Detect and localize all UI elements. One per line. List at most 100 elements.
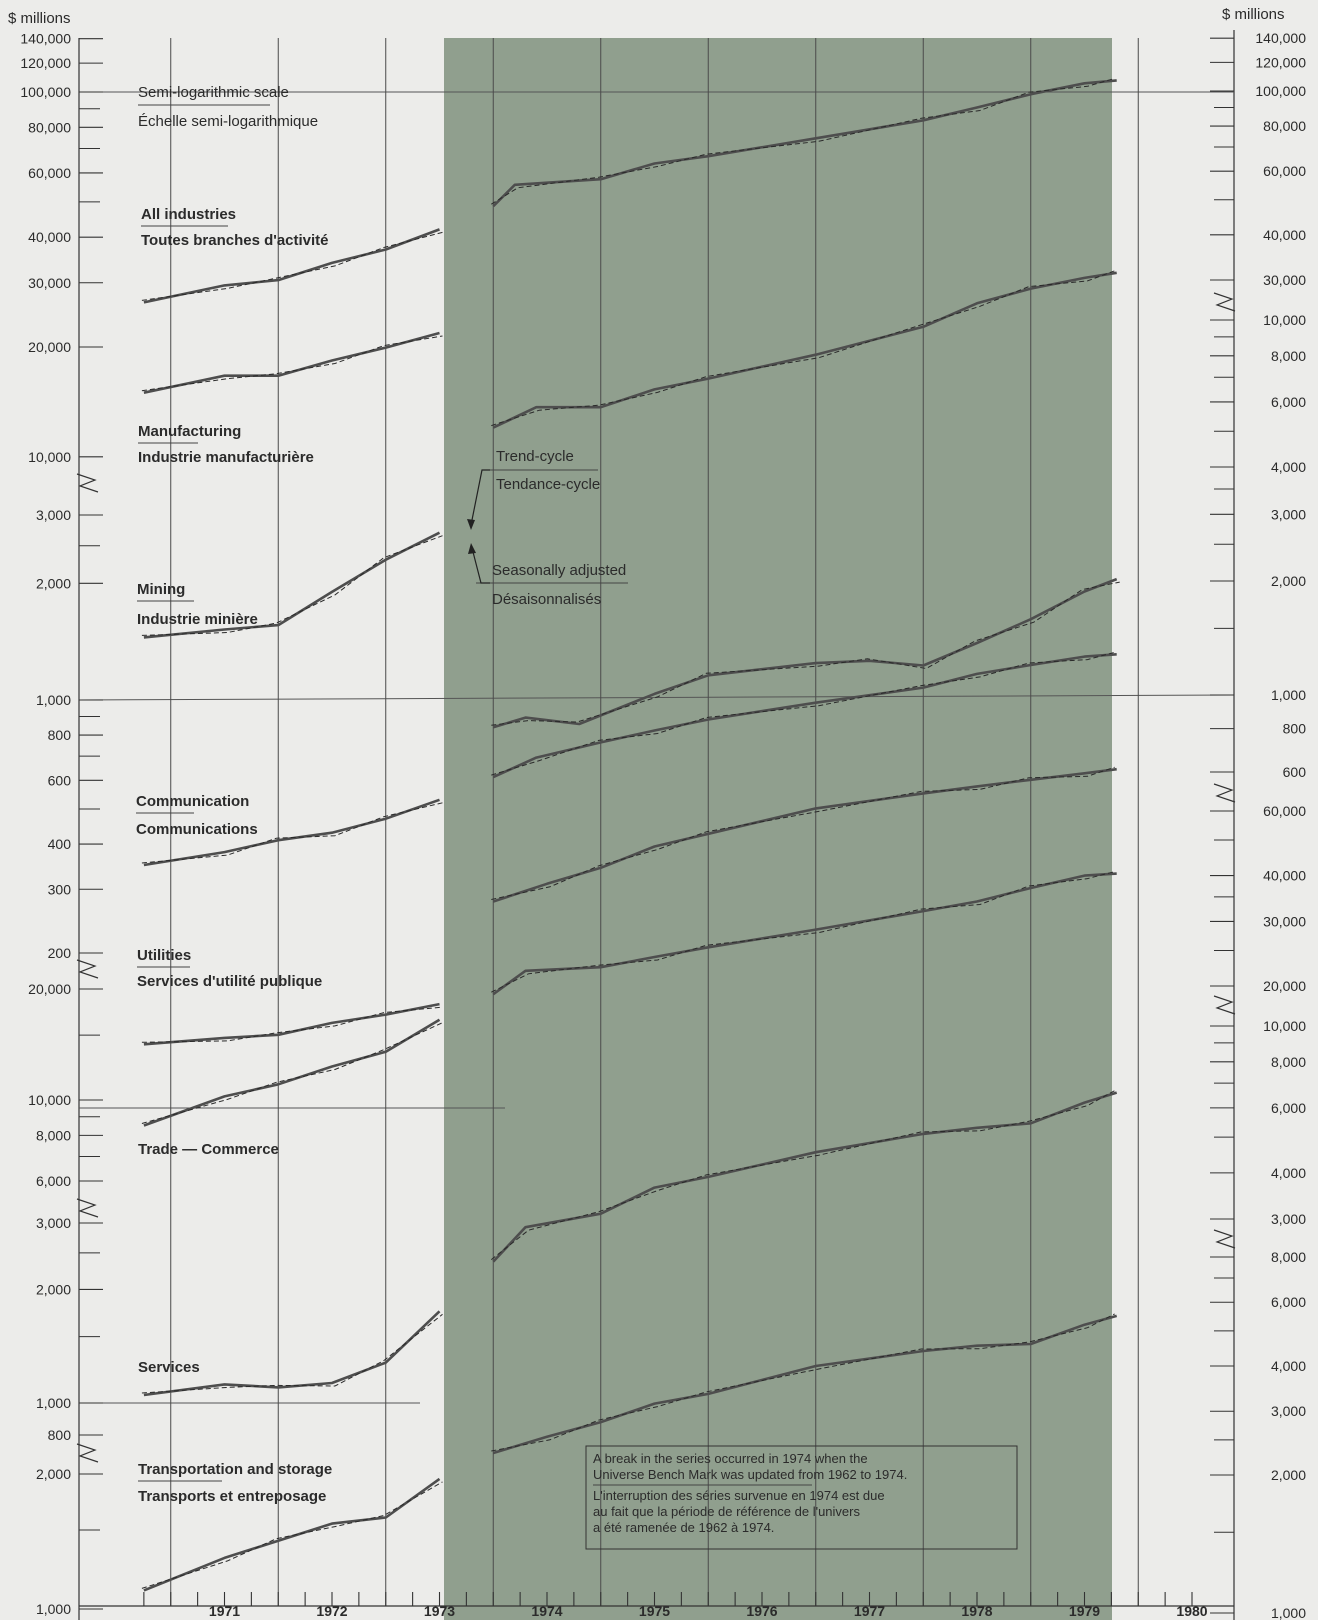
x-tick-label: 1978: [961, 1603, 992, 1619]
label-trade: Trade — Commerce: [138, 1141, 279, 1158]
seasonally-adjusted-line: [141, 802, 443, 864]
scale-note-en: Semi-logarithmic scale: [138, 84, 289, 101]
break-note-box: [585, 1445, 1018, 1550]
y-tick-label-right: 8,000: [1271, 348, 1306, 364]
y-tick-label-right: 40,000: [1263, 227, 1306, 243]
x-tick-label: 1974: [531, 1603, 562, 1619]
y-tick-label-left: 6,000: [36, 1173, 71, 1189]
y-tick-label-right: 10,000: [1263, 312, 1306, 328]
y-tick-label-right: 10,000: [1263, 1018, 1306, 1034]
x-tick-label: 1979: [1069, 1603, 1100, 1619]
y-tick-label-right: 6,000: [1271, 1100, 1306, 1116]
axis-break-mark: [1213, 783, 1236, 803]
scale-note-fr: Échelle semi-logarithmique: [138, 113, 318, 130]
series-2: [141, 531, 1120, 729]
series-name-fr: Industrie minière: [137, 611, 258, 628]
x-tick-label: 1976: [746, 1603, 777, 1619]
y-tick-label-left: 2,000: [36, 1466, 71, 1482]
seasonally-adjusted-line: [141, 535, 443, 636]
series-name-en: Communication: [136, 793, 249, 810]
y-tick-label-right: 6,000: [1271, 1294, 1306, 1310]
y-tick-label-left: 100,000: [20, 84, 71, 100]
series-0: [141, 77, 1117, 304]
left-unit-label: $ millions: [8, 10, 71, 27]
series-name-en: Mining: [137, 581, 185, 598]
y-tick-label-left: 40,000: [28, 229, 71, 245]
trend-cycle-line: [143, 1002, 440, 1046]
trend-cycle-line: [492, 577, 1118, 729]
seasonally-adjusted-line: [491, 766, 1115, 900]
y-tick-label-left: 400: [48, 836, 72, 852]
axis-break-mark: [1213, 292, 1236, 312]
x-tick-label: 1972: [316, 1603, 347, 1619]
y-tick-label-right: 8,000: [1271, 1249, 1306, 1265]
y-tick-label-right: 30,000: [1263, 913, 1306, 929]
trend-cycle-line: [143, 331, 440, 394]
trend-cycle-line: [143, 228, 440, 304]
y-tick-label-right: 1,000: [1271, 687, 1306, 703]
seasonally-adjusted-line: [141, 1313, 443, 1394]
axis-break-mark: [1213, 995, 1236, 1015]
series-name-fr: Communications: [136, 821, 258, 838]
y-tick-label-right: 60,000: [1263, 803, 1306, 819]
series-7: [141, 1313, 1118, 1592]
seasonally-adjusted-line: [491, 1313, 1115, 1452]
y-tick-label-left: 2,000: [36, 575, 71, 591]
x-tick-label: 1980: [1176, 1603, 1207, 1619]
legend-trend-pointer: [470, 469, 490, 526]
y-tick-label-right: 2,000: [1271, 1467, 1306, 1483]
y-tick-label-right: 2,000: [1271, 573, 1306, 589]
seasonally-adjusted-line: [141, 335, 443, 392]
label-communication: Communication Communications: [136, 793, 258, 838]
label-utilities: Utilities Services d'utilité publique: [137, 947, 322, 990]
legend-seasonal-pointer: [471, 547, 490, 584]
break-note-fr-line-1: L'interruption des séries survenue en 19…: [593, 1488, 885, 1503]
y-tick-label-left: 3,000: [36, 1215, 71, 1231]
label-transportation: Transportation and storage Transports et…: [138, 1461, 332, 1505]
series-name-fr: Services d'utilité publique: [137, 973, 322, 990]
y-tick-label-left: 60,000: [28, 165, 71, 181]
y-tick-label-right: 3,000: [1271, 506, 1306, 522]
series-name-fr: Industrie manufacturière: [138, 449, 314, 466]
legend-annotation: Trend-cycle Tendance-cycle Seasonally ad…: [467, 448, 628, 608]
series-3: [141, 651, 1117, 867]
label-services: Services: [138, 1359, 200, 1376]
legend-trend-en: Trend-cycle: [496, 448, 574, 465]
series-name-en: Transportation and storage: [138, 1461, 332, 1478]
left-axis-ticks: 140,000 120,000 100,000 80,000 60,000 40,000 3…: [20, 31, 1236, 1617]
y-tick-label-left: 800: [48, 1427, 72, 1443]
break-note-en-line-2: Universe Bench Mark was updated from 196…: [593, 1467, 907, 1482]
label-manufacturing: Manufacturing Industrie manufacturière: [138, 423, 314, 466]
legend-seasonal-fr: Désaisonnalisés: [492, 591, 601, 608]
axis-break-mark: [76, 1443, 99, 1463]
x-tick-label: 1977: [854, 1603, 885, 1619]
legend-seasonal-arrowhead: [468, 543, 476, 554]
y-tick-label-right: 1,000: [1271, 1605, 1306, 1620]
y-tick-label-left: 20,000: [28, 981, 71, 997]
trend-cycle-line: [143, 1018, 441, 1127]
series-1: [141, 270, 1117, 429]
y-tick-label-right: 40,000: [1263, 868, 1306, 884]
y-tick-label-left: 300: [48, 881, 72, 897]
y-tick-label-left: 20,000: [28, 339, 71, 355]
y-tick-label-left: 140,000: [20, 31, 71, 47]
series-name-en: Manufacturing: [138, 423, 241, 440]
trend-cycle-line: [143, 798, 440, 867]
trend-cycle-line: [143, 531, 441, 639]
axis-break-mark: [76, 959, 99, 979]
y-tick-label-right: 60,000: [1263, 163, 1306, 179]
y-tick-label-left: 3,000: [36, 507, 71, 523]
break-note: A break in the series occurred in 1974 w…: [585, 1445, 1018, 1550]
seasonally-adjusted-line: [491, 651, 1115, 776]
y-tick-label-right: 600: [1283, 764, 1307, 780]
label-all-industries: All industries Toutes branches d'activit…: [141, 206, 329, 249]
y-tick-label-right: 140,000: [1255, 30, 1306, 46]
series-name-en: All industries: [141, 206, 236, 223]
seasonally-adjusted-line: [141, 231, 443, 301]
y-tick-label-right: 4,000: [1271, 1165, 1306, 1181]
series-name-fr: Transports et entreposage: [138, 1488, 326, 1505]
y-tick-label-left: 1,000: [36, 692, 71, 708]
y-tick-label-right: 3,000: [1271, 1211, 1306, 1227]
break-note-en-line-1: A break in the series occurred in 1974 w…: [593, 1451, 868, 1466]
